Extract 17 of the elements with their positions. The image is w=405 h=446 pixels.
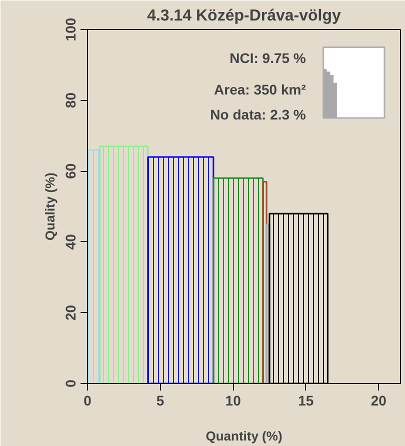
x-tick-label: 20 [370, 392, 387, 408]
chart-title: 4.3.14 Közép-Dráva-völgy [147, 8, 342, 24]
x-tick-label: 15 [298, 392, 314, 408]
annotation: No data: 2.3 % [210, 106, 306, 122]
y-axis-title: Quality (%) [42, 172, 58, 240]
y-tick-label: 100 [62, 18, 78, 42]
annotation: NCI: 9.75 % [230, 50, 306, 66]
x-tick-label: 0 [84, 392, 92, 408]
y-tick-label: 0 [62, 379, 78, 388]
x-tick-label: 10 [225, 392, 242, 408]
x-axis-title: Quantity (%) [206, 428, 282, 444]
y-tick-label: 80 [62, 92, 78, 108]
x-tick-label: 5 [156, 392, 164, 408]
annotation: Area: 350 km² [214, 82, 306, 98]
y-tick-label: 20 [62, 304, 78, 320]
y-tick-label: 40 [62, 234, 78, 250]
y-tick-label: 60 [62, 163, 78, 179]
